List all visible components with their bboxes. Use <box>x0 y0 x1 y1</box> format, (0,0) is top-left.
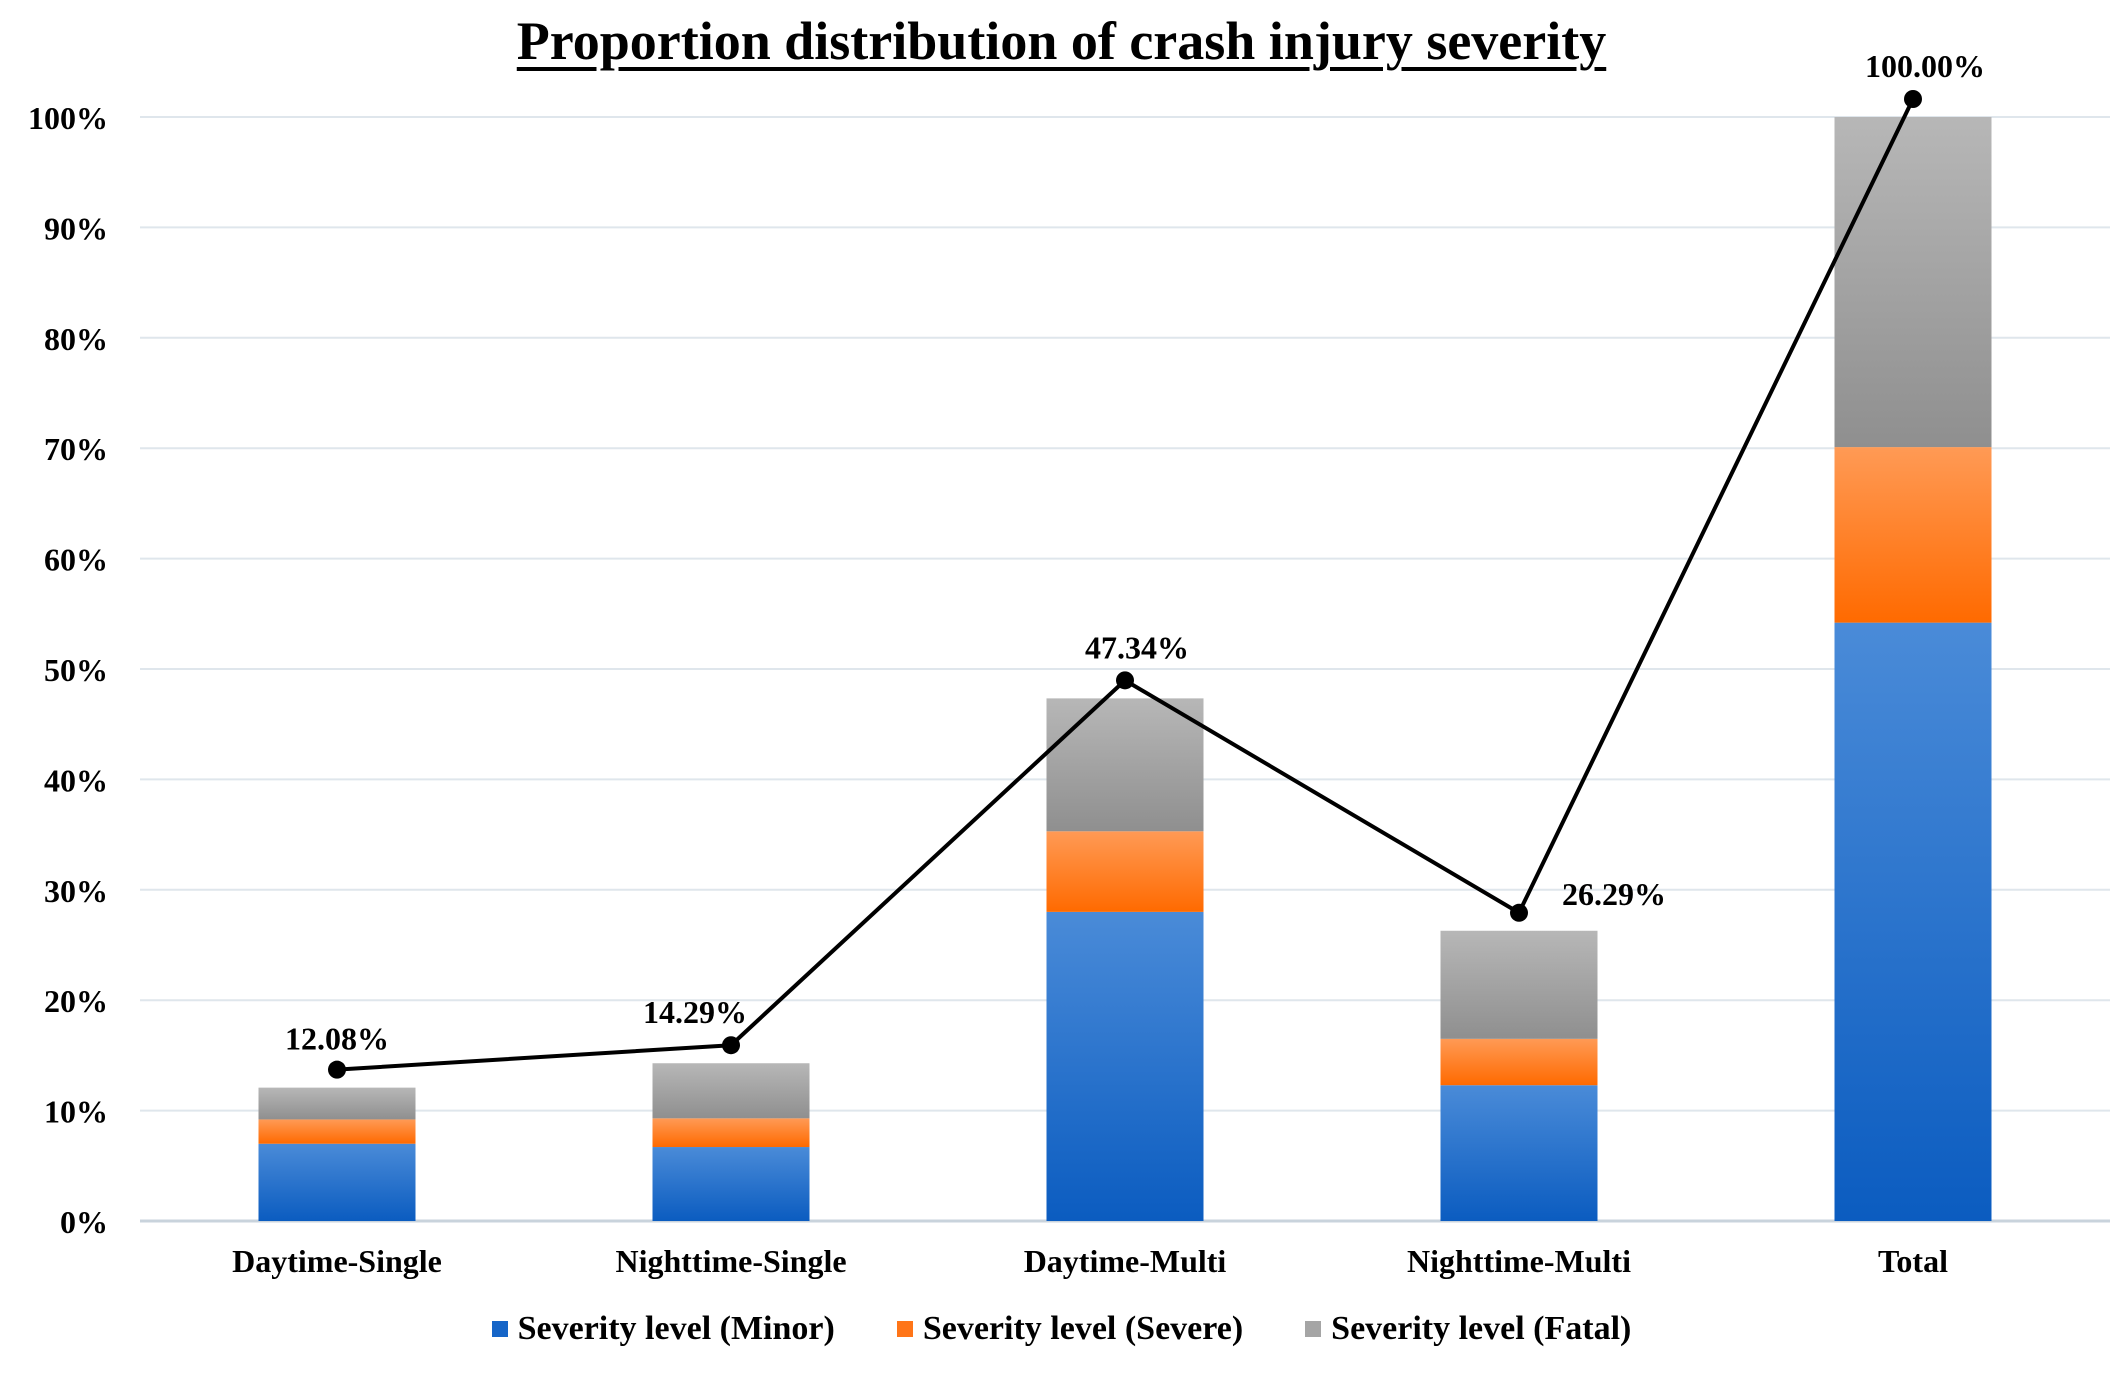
bar-severe-4 <box>1834 447 1992 623</box>
y-tick-label-90: 90% <box>44 210 108 246</box>
total-label-1: 14.29% <box>643 994 747 1030</box>
total-point-3 <box>1510 903 1528 922</box>
bar-minor-1 <box>652 1147 810 1221</box>
bar-fatal-4 <box>1834 117 1992 448</box>
legend-swatch-severe <box>896 1321 913 1337</box>
x-tick-label-3: Nighttime-Multi <box>1407 1243 1631 1279</box>
y-axis: 0% 10% 20% 30% 40% 50% 60% 70% 80% 90% 100% <box>28 100 108 1240</box>
y-tick-label-100: 100% <box>28 100 108 136</box>
legend-item-severe: Severity level (Severe) <box>896 1310 1244 1348</box>
y-tick-label-40: 40% <box>44 762 108 798</box>
legend-label-severe: Severity level (Severe) <box>922 1310 1244 1347</box>
y-tick-label-60: 60% <box>44 542 108 578</box>
y-tick-label-20: 20% <box>44 983 108 1019</box>
total-line: 12.08% 14.29% 47.34% 26.29% 100.00% <box>285 48 1985 1079</box>
x-tick-label-1: Nighttime-Single <box>615 1243 846 1279</box>
legend: Severity level (Minor) Severity level (S… <box>0 1310 2123 1348</box>
legend-swatch-fatal <box>1305 1321 1322 1337</box>
y-tick-label-0: 0% <box>60 1204 108 1240</box>
chart-title: Proportion distribution of crash injury … <box>516 11 1607 71</box>
legend-swatch-minor <box>491 1321 508 1337</box>
legend-item-fatal: Severity level (Fatal) <box>1305 1310 1631 1348</box>
total-point-0 <box>328 1060 346 1079</box>
x-axis: Daytime-Single Nighttime-Single Daytime-Mu… <box>232 1243 1948 1279</box>
bar-fatal-2 <box>1046 698 1204 832</box>
y-tick-label-80: 80% <box>44 321 108 357</box>
bar-fatal-1 <box>652 1063 810 1119</box>
total-label-4: 100.00% <box>1865 48 1985 84</box>
total-label-0: 12.08% <box>285 1021 389 1057</box>
bar-severe-2 <box>1046 831 1204 912</box>
total-label-3: 26.29% <box>1562 876 1666 912</box>
y-tick-label-30: 30% <box>44 873 108 909</box>
legend-label-minor: Severity level (Minor) <box>517 1310 835 1347</box>
y-tick-label-50: 50% <box>44 652 108 688</box>
bar-fatal-0 <box>258 1087 416 1120</box>
bar-minor-4 <box>1834 622 1992 1221</box>
bar-severe-0 <box>258 1119 416 1144</box>
bars <box>258 117 1992 1221</box>
y-tick-label-10: 10% <box>44 1094 108 1130</box>
legend-label-fatal: Severity level (Fatal) <box>1331 1310 1632 1347</box>
x-tick-label-2: Daytime-Multi <box>1024 1243 1227 1279</box>
bar-minor-2 <box>1046 911 1204 1221</box>
total-point-4 <box>1904 90 1922 108</box>
bar-minor-3 <box>1440 1085 1598 1221</box>
x-tick-label-0: Daytime-Single <box>232 1243 442 1279</box>
y-tick-label-70: 70% <box>44 431 108 467</box>
x-tick-label-4: Total <box>1878 1243 1948 1279</box>
total-label-2: 47.34% <box>1085 629 1189 665</box>
total-point-2 <box>1116 671 1134 690</box>
bar-severe-3 <box>1440 1038 1598 1086</box>
bar-severe-1 <box>652 1118 810 1148</box>
legend-item-minor: Severity level (Minor) <box>491 1310 835 1348</box>
bar-minor-0 <box>258 1143 416 1221</box>
total-point-1 <box>722 1036 740 1055</box>
bar-fatal-3 <box>1440 930 1598 1039</box>
